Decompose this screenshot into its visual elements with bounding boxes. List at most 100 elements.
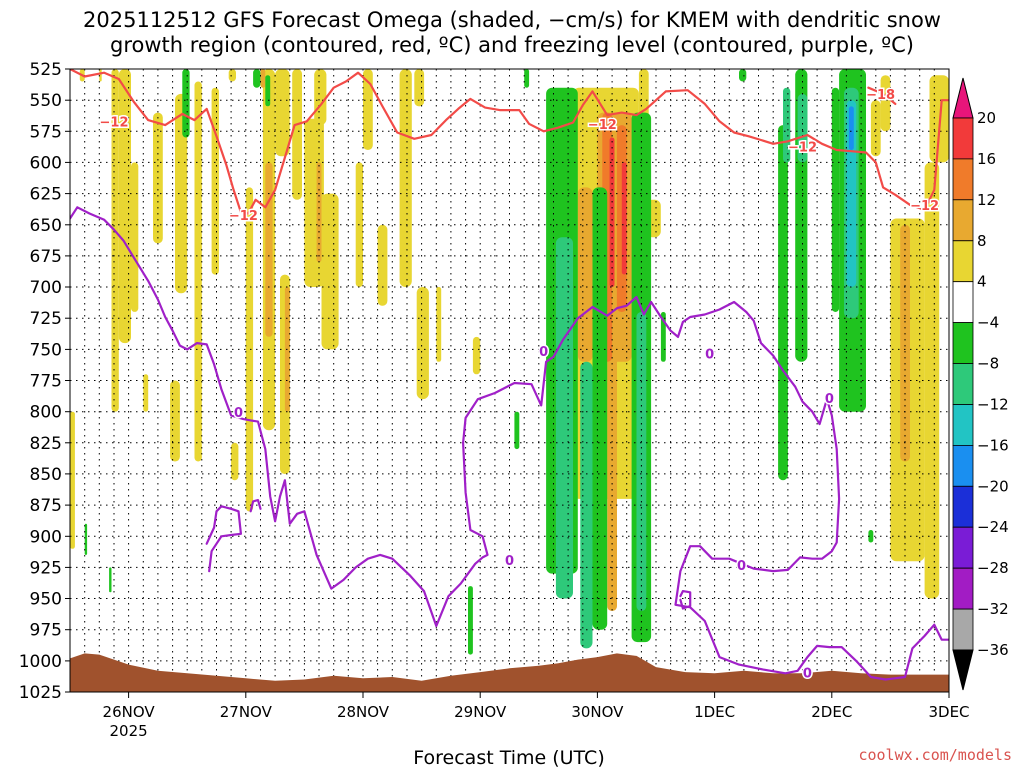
omega-shade-cell-80 [868, 530, 874, 543]
dendritic-minus12-label-0: −12 [100, 116, 129, 131]
omega-shade-cell-7 [211, 87, 219, 275]
omega-shade-cell-1 [118, 69, 131, 344]
colorbar-label-8: −16 [977, 436, 1009, 454]
omega-shade-cell-63 [636, 312, 647, 611]
gridlines [70, 69, 949, 692]
y-tick-label-975: 975 [30, 621, 62, 641]
omega-shade-cell-28 [143, 374, 149, 412]
dendritic-minus12-label-4: −12 [910, 199, 939, 214]
colorbar-label-10: −24 [977, 518, 1009, 536]
colorbar-swatch-8 [952, 404, 974, 446]
plot-background [70, 69, 949, 692]
y-tick-label-650: 650 [30, 216, 62, 236]
omega-shade-cell-15 [314, 69, 327, 126]
omega-shade-cell-19 [377, 224, 388, 306]
freezing-level-0-label-6: 0 [825, 392, 834, 407]
plot-area: −12 −12 −12 −12 −12 −18 0 0 0 0 0 0 0 [70, 69, 949, 692]
freezing-level-0-line-1 [205, 505, 242, 573]
omega-shading [70, 69, 949, 655]
omega-shade-cell-44 [621, 162, 627, 275]
colorbar-swatch-3 [952, 199, 974, 242]
contours: −12 −12 −12 −12 −12 −18 0 0 0 0 0 0 0 [70, 69, 949, 683]
x-tick-sublabel-0: 2025 [110, 722, 148, 740]
colorbar-swatch-11 [952, 526, 974, 569]
omega-shade-cell-26 [99, 69, 102, 82]
colorbar-swatch-4 [952, 240, 974, 283]
colorbar-label-13: −36 [977, 641, 1009, 659]
omega-shade-cell-5 [175, 93, 188, 294]
y-tick-label-700: 700 [30, 278, 62, 298]
surface-terrain-fill [70, 653, 949, 692]
dendritic-minus12-label-3: −12 [788, 141, 817, 156]
y-tick-label-775: 775 [30, 372, 62, 392]
colorbar-swatch-9 [952, 444, 974, 487]
colorbar-swatch-12 [952, 567, 974, 610]
dendritic-minus12-label-1: −12 [229, 209, 258, 224]
omega-shade-cell-30 [260, 69, 266, 88]
x-tick-label-3: 29NOV [454, 703, 507, 721]
omega-shade-cell-22 [416, 287, 429, 400]
omega-shade-cell-79 [848, 106, 854, 150]
colorbar-swatch-2 [952, 158, 974, 201]
colorbar-swatch-13 [952, 608, 974, 651]
x-axis-label: Forecast Time (UTC) [413, 747, 604, 768]
y-tick-label-1000: 1000 [19, 652, 62, 672]
dendritic-minus18-line-0 [867, 86, 897, 105]
chart-title-line2: growth region (contoured, red, ºC) and f… [110, 33, 914, 57]
colorbar-top-arrow [952, 77, 974, 119]
omega-shade-cell-9 [245, 187, 254, 512]
omega-shade-cell-39 [607, 287, 617, 611]
omega-shade-cell-57 [524, 69, 530, 88]
omega-shade-cell-59 [555, 237, 573, 599]
omega-shade-cell-6 [194, 81, 202, 462]
colorbar-label-7: −12 [977, 396, 1009, 414]
omega-shade-cell-66 [468, 586, 473, 655]
y-tick-label-900: 900 [30, 527, 62, 547]
omega-shade-cell-75 [831, 87, 840, 312]
y-axis: 525 550 575 600 625 650 675 700 725 750 775 800 825 8… [19, 60, 70, 703]
omega-shade-cell-31 [265, 162, 273, 337]
colorbar-bottom-arrow [952, 649, 974, 691]
y-tick-label-675: 675 [30, 247, 62, 267]
omega-shade-cell-61 [592, 187, 608, 630]
y-tick-label-800: 800 [30, 403, 62, 423]
colorbar-label-3: 8 [977, 232, 987, 250]
omega-shade-cell-18 [363, 69, 373, 150]
freezing-level-0-line-3 [679, 590, 692, 610]
omega-shade-cell-8 [231, 442, 239, 481]
freezing-level-0-line-2 [249, 499, 262, 513]
omega-shade-cell-71 [778, 125, 788, 481]
colorbar-label-11: −28 [977, 559, 1009, 577]
omega-shade-cell-56 [265, 75, 271, 107]
dendritic-minus18-label-0: −18 [866, 88, 895, 103]
colorbar-swatch-5 [952, 281, 974, 324]
y-tick-label-825: 825 [30, 434, 62, 454]
y-tick-label-525: 525 [30, 60, 62, 80]
freezing-level-0-label-2: 0 [539, 345, 548, 360]
colorbar-label-0: 20 [977, 109, 996, 127]
dendritic-minus12-label-2: −12 [588, 118, 617, 133]
omega-shade-cell-68 [84, 523, 88, 555]
x-tick-label-2: 28NOV [337, 703, 390, 721]
freezing-level-0-label-3: 0 [705, 347, 714, 362]
dendritic-minus12-line-0 [70, 69, 949, 215]
colorbar-label-6: −8 [977, 355, 999, 373]
colorbar-label-1: 16 [977, 150, 996, 168]
omega-shade-cell-4 [170, 380, 180, 462]
y-tick-label-725: 725 [30, 309, 62, 329]
surface-terrain [70, 653, 949, 692]
freezing-level-0-label-1: 0 [505, 554, 514, 569]
omega-shade-cell-27 [70, 411, 75, 549]
credit-text: coolwx.com/models [858, 746, 1012, 764]
omega-shade-cell-70 [739, 69, 747, 82]
omega-shade-cell-50 [924, 162, 940, 599]
y-tick-label-750: 750 [30, 340, 62, 360]
chart-title-line1: 2025112512 GFS Forecast Omega (shaded, −… [83, 8, 941, 32]
colorbar-label-2: 12 [977, 191, 996, 209]
y-tick-label-1025: 1025 [19, 683, 62, 703]
y-tick-label-850: 850 [30, 465, 62, 485]
omega-shade-cell-48 [880, 75, 891, 132]
y-tick-label-575: 575 [30, 122, 62, 142]
omega-shade-cell-65 [514, 411, 520, 450]
